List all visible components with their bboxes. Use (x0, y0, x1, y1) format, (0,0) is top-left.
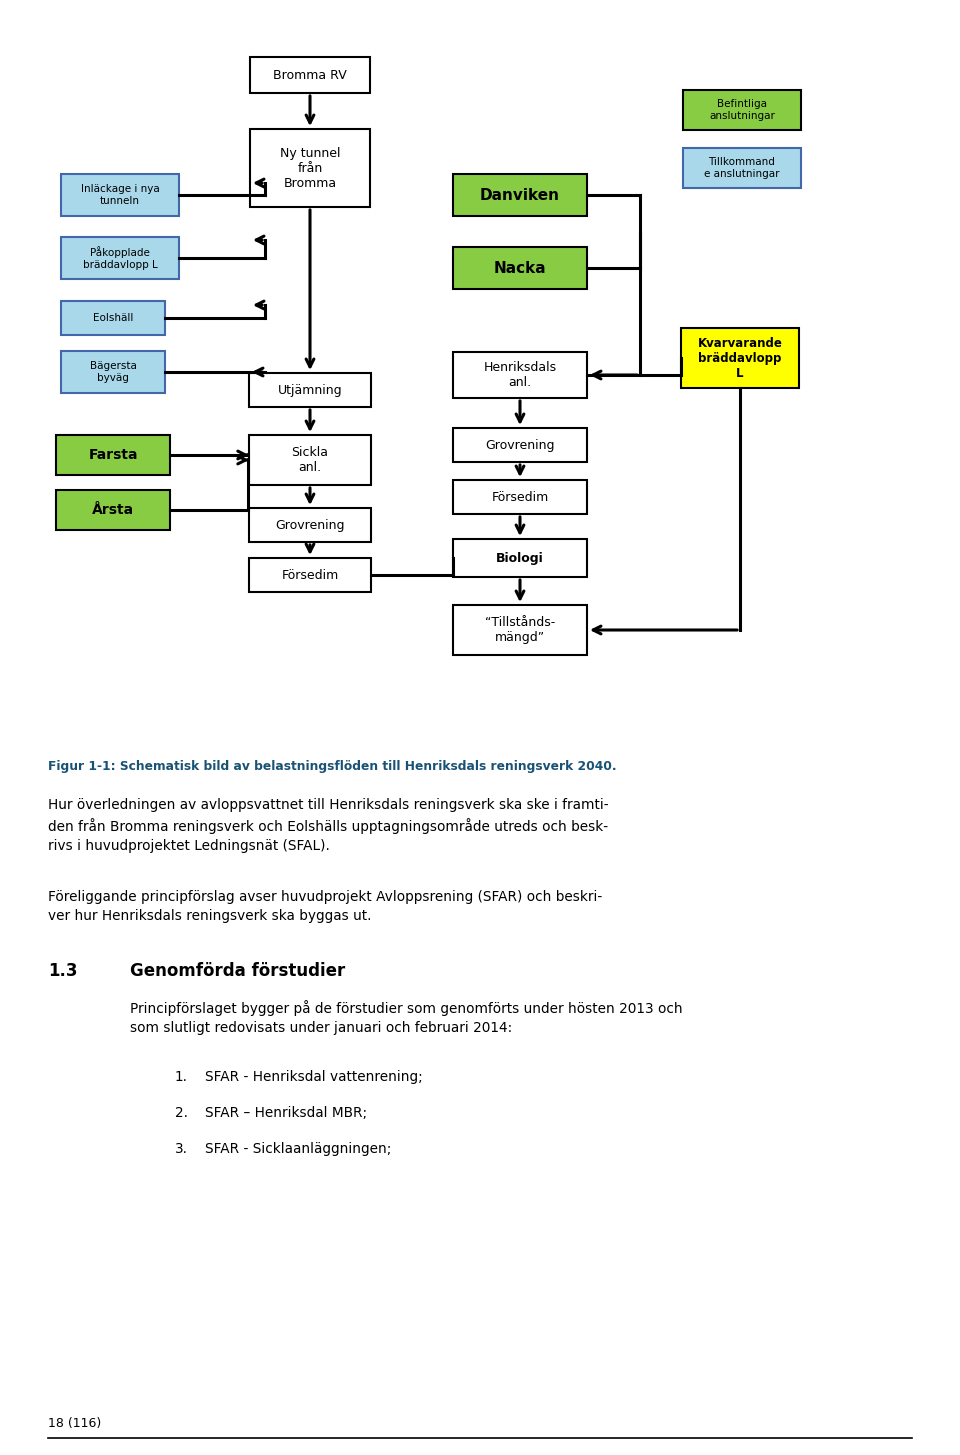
Text: Principförslaget bygger på de förstudier som genomförts under hösten 2013 och
so: Principförslaget bygger på de förstudier… (130, 1000, 683, 1035)
FancyBboxPatch shape (56, 435, 170, 474)
Text: SFAR – Henriksdal MBR;: SFAR – Henriksdal MBR; (205, 1106, 367, 1120)
Text: Eolshäll: Eolshäll (93, 313, 133, 323)
FancyBboxPatch shape (61, 175, 179, 215)
FancyBboxPatch shape (61, 237, 179, 279)
FancyBboxPatch shape (453, 352, 587, 399)
Text: Grovrening: Grovrening (485, 438, 555, 451)
Text: Påkopplade
bräddavlopp L: Påkopplade bräddavlopp L (83, 246, 157, 269)
Text: 1.: 1. (175, 1069, 188, 1084)
FancyBboxPatch shape (249, 559, 371, 592)
Text: Hur överledningen av avloppsvattnet till Henriksdals reningsverk ska ske i framt: Hur överledningen av avloppsvattnet till… (48, 797, 609, 853)
FancyBboxPatch shape (453, 605, 587, 655)
Text: Kvarvarande
bräddavlopp
L: Kvarvarande bräddavlopp L (698, 336, 782, 380)
FancyBboxPatch shape (56, 490, 170, 530)
FancyBboxPatch shape (681, 327, 799, 388)
Text: Bägersta
byväg: Bägersta byväg (89, 361, 136, 383)
FancyBboxPatch shape (249, 372, 371, 407)
Text: Danviken: Danviken (480, 188, 560, 202)
FancyBboxPatch shape (250, 129, 370, 207)
Text: Ny tunnel
från
Bromma: Ny tunnel från Bromma (279, 147, 340, 189)
Text: Inläckage i nya
tunneln: Inläckage i nya tunneln (81, 185, 159, 205)
Text: Figur 1-1: Schematisk bild av belastningsflöden till Henriksdals reningsverk 204: Figur 1-1: Schematisk bild av belastning… (48, 760, 616, 773)
Text: SFAR - Henriksdal vattenrening;: SFAR - Henriksdal vattenrening; (205, 1069, 422, 1084)
Text: Utjämning: Utjämning (277, 384, 343, 397)
FancyBboxPatch shape (683, 90, 801, 129)
Text: Grovrening: Grovrening (276, 518, 345, 531)
FancyBboxPatch shape (61, 351, 165, 393)
Text: “Tillstånds-
mängd”: “Tillstånds- mängd” (485, 615, 555, 645)
FancyBboxPatch shape (249, 435, 371, 485)
Text: 2.: 2. (175, 1106, 188, 1120)
FancyBboxPatch shape (250, 57, 370, 93)
Text: Henriksdals
anl.: Henriksdals anl. (484, 361, 557, 388)
Text: Sickla
anl.: Sickla anl. (292, 447, 328, 474)
Text: Försedim: Försedim (281, 569, 339, 582)
Text: Föreliggande principförslag avser huvudprojekt Avloppsrening (SFAR) och beskri-
: Föreliggande principförslag avser huvudp… (48, 890, 602, 922)
FancyBboxPatch shape (453, 247, 587, 290)
Text: Biologi: Biologi (496, 551, 544, 565)
FancyBboxPatch shape (453, 428, 587, 463)
Text: 1.3: 1.3 (48, 962, 78, 981)
Text: 3.: 3. (175, 1142, 188, 1157)
FancyBboxPatch shape (453, 175, 587, 215)
Text: SFAR - Sicklaanläggningen;: SFAR - Sicklaanläggningen; (205, 1142, 392, 1157)
FancyBboxPatch shape (453, 480, 587, 514)
FancyBboxPatch shape (61, 301, 165, 335)
Text: Försedim: Försedim (492, 490, 548, 503)
Text: 18 (116): 18 (116) (48, 1417, 101, 1430)
Text: Nacka: Nacka (493, 260, 546, 275)
FancyBboxPatch shape (453, 538, 587, 578)
FancyBboxPatch shape (249, 508, 371, 543)
Text: Befintliga
anslutningar: Befintliga anslutningar (709, 99, 775, 121)
Text: Årsta: Årsta (92, 503, 134, 517)
Text: Genomförda förstudier: Genomförda förstudier (130, 962, 346, 981)
Text: Farsta: Farsta (88, 448, 137, 463)
Text: Tillkommand
e anslutningar: Tillkommand e anslutningar (705, 157, 780, 179)
Text: Bromma RV: Bromma RV (274, 68, 347, 81)
FancyBboxPatch shape (683, 148, 801, 188)
